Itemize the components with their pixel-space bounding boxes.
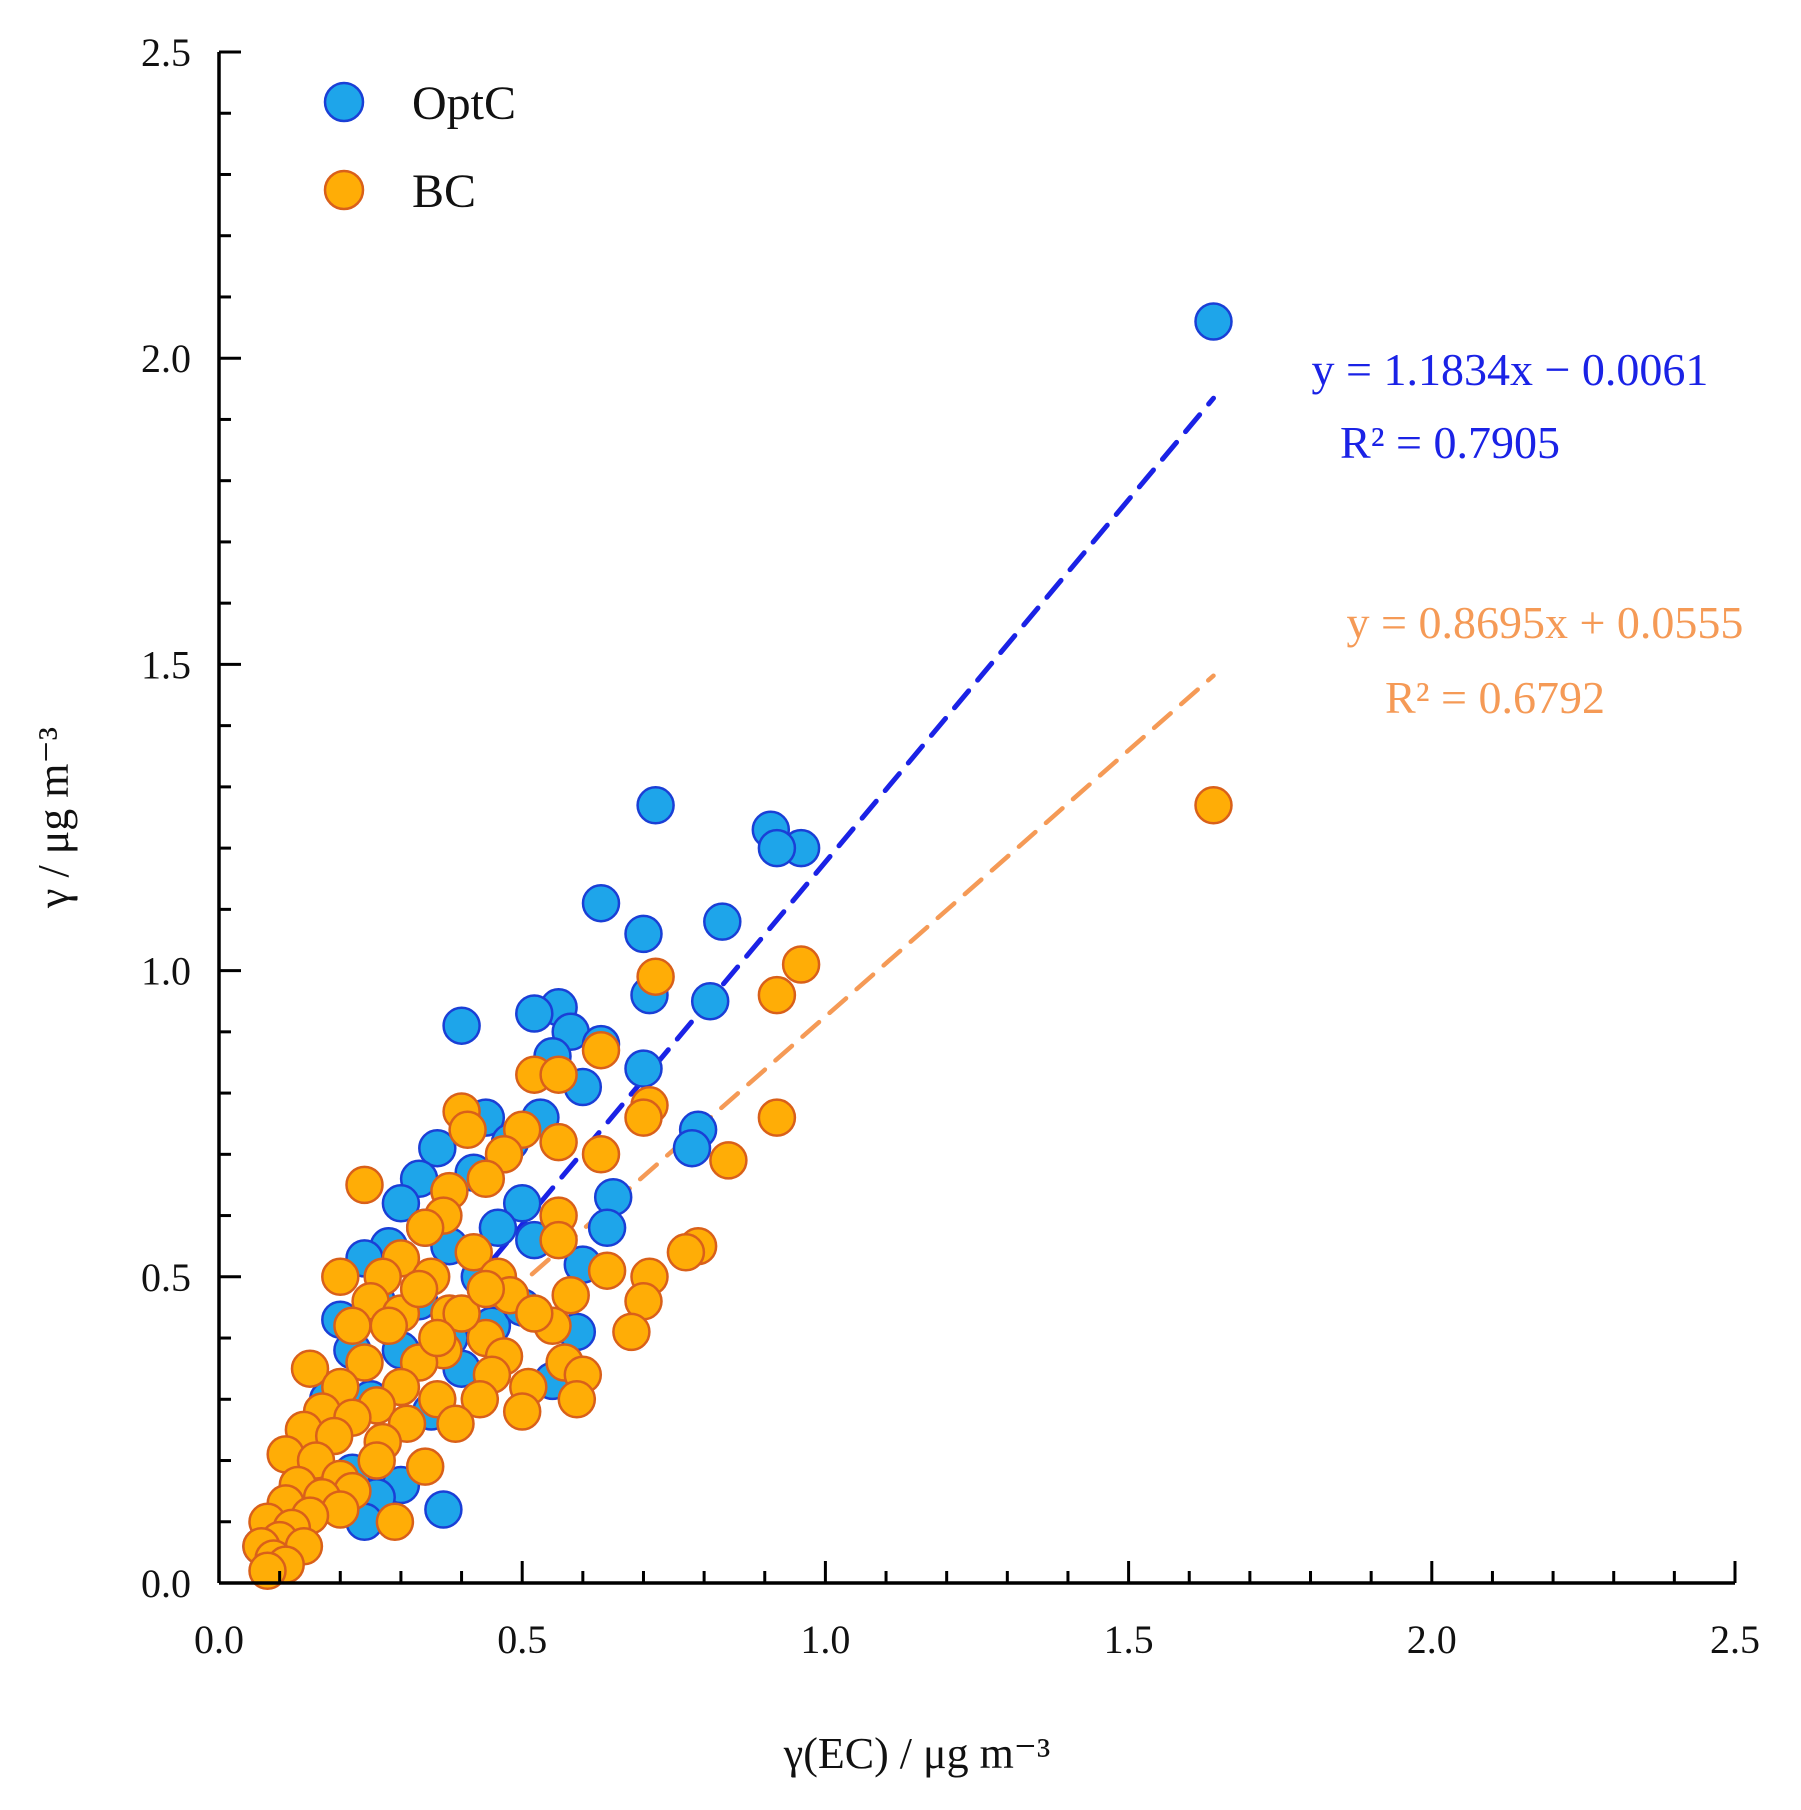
data-point-bc <box>399 1269 439 1309</box>
data-point-bc <box>581 1135 621 1174</box>
data-point-optc <box>381 1184 421 1223</box>
y-tick-label: 0.5 <box>141 1255 191 1300</box>
data-point-optc <box>624 914 663 954</box>
data-point-bc <box>369 1306 409 1346</box>
y-tick-label: 2.5 <box>141 30 191 75</box>
data-point-optc <box>502 1184 542 1223</box>
y-axis-title: γ / μg m⁻³ <box>29 727 78 909</box>
data-point-bc <box>375 1502 415 1542</box>
series-bc-points <box>242 786 1233 1591</box>
legend-marker-optc <box>323 81 365 123</box>
data-point-bc <box>539 1220 578 1260</box>
data-point-bc <box>709 1141 748 1180</box>
data-point-bc <box>539 1055 578 1094</box>
data-point-optc <box>703 902 742 941</box>
data-point-optc <box>636 786 675 825</box>
fit-r2-optc: R² = 0.7905 <box>1340 417 1560 468</box>
data-point-bc <box>290 1349 330 1388</box>
data-point-optc <box>624 1049 663 1088</box>
axes-layer <box>217 50 1737 1585</box>
x-axis-title: γ(EC) / μg m⁻³ <box>783 1729 1050 1778</box>
data-point-bc <box>436 1404 475 1444</box>
data-point-optc <box>672 1128 712 1168</box>
x-tick-label: 0.0 <box>194 1617 244 1662</box>
fit-equation-optc: y = 1.1834x − 0.0061 <box>1312 344 1709 395</box>
x-tick-label: 1.5 <box>1104 1617 1154 1662</box>
data-point-bc <box>515 1294 554 1333</box>
data-point-bc <box>248 1551 287 1591</box>
data-point-optc <box>478 1208 518 1248</box>
data-point-bc <box>345 1165 384 1205</box>
data-point-optc <box>418 1128 457 1168</box>
data-point-optc <box>690 981 730 1021</box>
x-tick-label: 1.0 <box>800 1617 850 1662</box>
data-point-bc <box>466 1159 506 1199</box>
legend-label-optc: OptC <box>412 77 516 130</box>
data-point-optc <box>587 1208 627 1248</box>
data-point-bc <box>757 1098 797 1137</box>
data-point-optc <box>1194 302 1233 341</box>
data-point-bc <box>333 1306 372 1346</box>
data-point-bc <box>551 1275 590 1315</box>
legend-marker-bc <box>323 169 365 211</box>
data-point-bc <box>636 957 675 996</box>
data-point-bc <box>345 1343 384 1382</box>
data-point-bc <box>460 1380 500 1419</box>
data-point-bc <box>587 1251 627 1290</box>
data-point-bc <box>442 1294 481 1333</box>
fit-line-bc <box>259 673 1216 1514</box>
x-tick-label: 2.0 <box>1407 1617 1457 1662</box>
data-point-optc <box>424 1490 463 1529</box>
data-point-bc <box>454 1233 493 1272</box>
data-point-bc <box>502 1392 542 1431</box>
data-point-bc <box>418 1318 457 1358</box>
legend: OptC BC <box>323 77 516 218</box>
data-point-bc <box>581 1030 621 1070</box>
y-tick-label: 2.0 <box>141 336 191 381</box>
legend-label-bc: BC <box>412 165 476 218</box>
data-point-bc <box>624 1098 663 1137</box>
data-point-bc <box>757 975 797 1015</box>
y-tick-label: 1.0 <box>141 949 191 994</box>
data-point-optc <box>442 1006 481 1045</box>
labels-layer: 0.0 0.5 1.0 1.5 2.0 2.5 0.0 0.5 1.0 1.5 2.0 2.5 γ(EC… <box>29 30 1760 1778</box>
data-point-bc <box>1194 786 1233 825</box>
data-point-optc <box>581 883 621 923</box>
data-point-bc <box>405 1208 445 1248</box>
fit-lines-layer <box>258 395 1216 1539</box>
data-point-bc <box>539 1122 578 1162</box>
data-point-optc <box>757 828 797 868</box>
x-tick-label: 2.5 <box>1710 1617 1760 1662</box>
fit-r2-bc: R² = 0.6792 <box>1385 672 1605 723</box>
data-point-bc <box>357 1441 396 1480</box>
data-point-bc <box>405 1447 445 1486</box>
points-layer <box>242 302 1233 1591</box>
data-point-bc <box>448 1110 487 1150</box>
fit-line-optc <box>258 395 1216 1539</box>
y-tick-label: 0.0 <box>141 1561 191 1606</box>
data-point-bc <box>612 1312 651 1352</box>
x-tick-label: 0.5 <box>497 1617 547 1662</box>
data-point-bc <box>666 1233 706 1272</box>
y-tick-label: 1.5 <box>141 642 191 687</box>
data-point-bc <box>466 1269 506 1309</box>
data-point-bc <box>321 1257 360 1297</box>
data-point-bc <box>557 1380 597 1419</box>
data-point-bc <box>781 945 821 984</box>
fit-equation-bc: y = 0.8695x + 0.0555 <box>1347 597 1744 648</box>
data-point-optc <box>515 994 554 1033</box>
